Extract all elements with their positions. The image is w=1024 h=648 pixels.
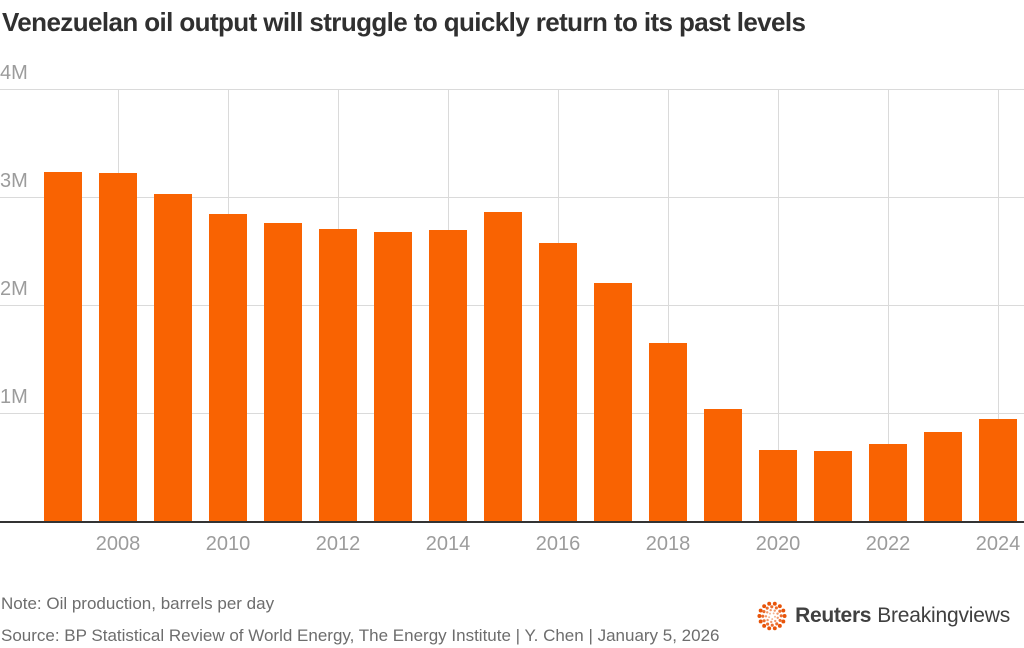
- chart-note: Note: Oil production, barrels per day: [1, 594, 275, 613]
- x-tick-label-2018: 2018: [645, 533, 691, 555]
- gridline-x-2022: [888, 89, 889, 521]
- x-tick-label-2022: 2022: [865, 533, 911, 555]
- bar-2009: [154, 194, 192, 521]
- x-tick-label-2012: 2012: [315, 533, 361, 555]
- bar-2007: [44, 172, 82, 521]
- bar-2014: [429, 230, 467, 521]
- bar-2022: [869, 444, 907, 521]
- bar-2016: [539, 243, 577, 521]
- y-tick-label-2M: 2M: [0, 278, 28, 300]
- bar-2015: [484, 212, 522, 521]
- gridline-x-2020: [778, 89, 779, 521]
- y-tick-label-4M: 4M: [0, 62, 28, 84]
- bar-2017: [594, 283, 632, 521]
- chart-title: Venezuelan oil output will struggle to q…: [2, 7, 806, 37]
- x-axis-baseline: [0, 521, 1024, 523]
- x-tick-label-2024: 2024: [975, 533, 1021, 555]
- x-tick-label-2008: 2008: [95, 533, 141, 555]
- gridline-y-4M: [0, 89, 1024, 90]
- bar-2019: [704, 409, 742, 521]
- bar-2021: [814, 451, 852, 521]
- bar-2011: [264, 223, 302, 521]
- bar-2012: [319, 229, 357, 521]
- bar-2010: [209, 214, 247, 521]
- bar-2023: [924, 432, 962, 521]
- x-tick-label-2020: 2020: [755, 533, 801, 555]
- reuters-orb-icon: [756, 599, 788, 633]
- x-tick-label-2014: 2014: [425, 533, 471, 555]
- y-tick-label-1M: 1M: [0, 386, 28, 408]
- reuters-breakingviews-logo: Reuters Breakingviews: [756, 598, 1010, 634]
- gridline-y-3M: [0, 197, 1024, 198]
- bar-2018: [649, 343, 687, 521]
- y-tick-label-3M: 3M: [0, 170, 28, 192]
- x-tick-label-2016: 2016: [535, 533, 581, 555]
- bar-2008: [99, 173, 137, 521]
- breakingviews-wordmark: Breakingviews: [877, 604, 1010, 627]
- bar-2013: [374, 232, 412, 521]
- gridline-x-2024: [998, 89, 999, 521]
- gridline-x-2018: [668, 89, 669, 521]
- chart-source: Source: BP Statistical Review of World E…: [1, 626, 720, 645]
- bar-2020: [759, 450, 797, 521]
- bar-2024: [979, 419, 1017, 521]
- reuters-wordmark: Reuters: [795, 604, 872, 627]
- x-tick-label-2010: 2010: [205, 533, 251, 555]
